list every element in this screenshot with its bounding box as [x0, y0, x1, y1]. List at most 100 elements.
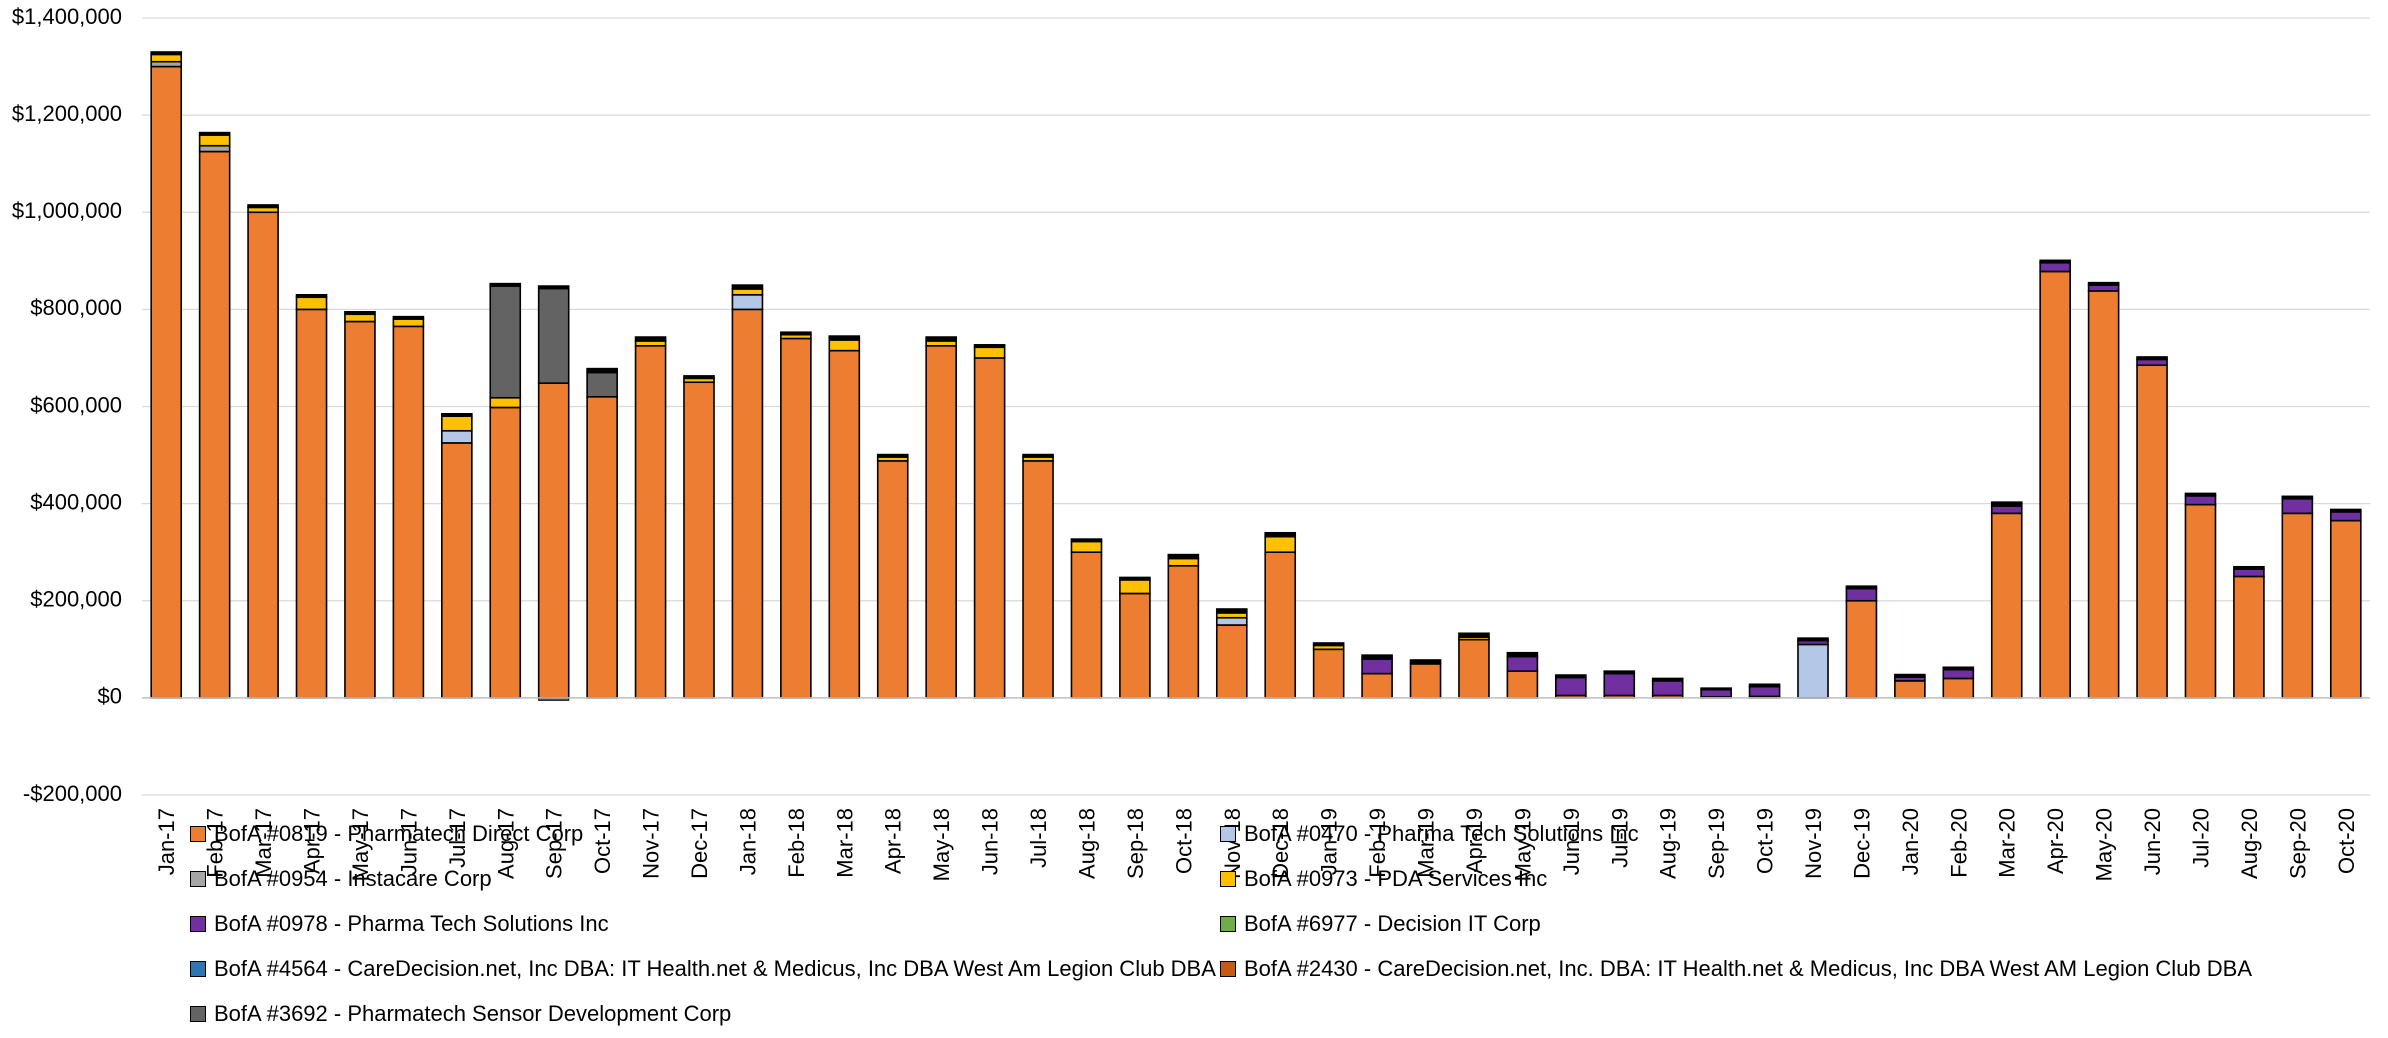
x-tick-label: Jan-19	[1317, 808, 1342, 875]
x-tick-label: Sep-18	[1123, 808, 1148, 879]
x-tick-label: Apr-18	[881, 808, 906, 874]
x-tick-label: Nov-17	[639, 808, 664, 879]
bar-segment	[683, 381, 715, 699]
bar-segment	[537, 382, 570, 699]
bar-segment	[1603, 672, 1636, 697]
bar-segment	[2039, 261, 2071, 273]
bar-segment	[586, 367, 618, 374]
x-tick-label: Sep-20	[2285, 808, 2310, 879]
legend-swatch	[190, 961, 206, 977]
x-tick-label: Mar-18	[832, 808, 857, 878]
bar-segment	[295, 296, 328, 311]
bar-segment	[1990, 501, 2023, 507]
bar-segment	[441, 415, 473, 432]
legend-item: BofA #0954 - Instacare Corp	[190, 865, 1220, 893]
x-tick-label: Aug-20	[2237, 808, 2262, 879]
bar-segment	[2039, 270, 2071, 699]
x-tick-label: Jun-17	[396, 808, 421, 875]
legend-label: BofA #6977 - Decision IT Corp	[1244, 911, 1541, 936]
bar-segment	[586, 395, 618, 699]
bar-segment	[1070, 540, 1103, 553]
bar-segment	[1700, 688, 1732, 698]
bar-segment	[198, 144, 231, 153]
bar-segment	[1894, 673, 1926, 678]
y-tick-label: $1,400,000	[12, 4, 122, 29]
bar-segment	[1167, 553, 1200, 560]
x-tick-label: Aug-17	[493, 808, 518, 879]
x-tick-label: Nov-19	[1801, 808, 1826, 879]
bar-segment	[537, 285, 570, 290]
x-tick-label: Jun-20	[2140, 808, 2165, 875]
bar-segment	[1942, 677, 1975, 699]
legend-label: BofA #2430 - CareDecision.net, Inc. DBA:…	[1244, 956, 2253, 981]
bar-segment	[2329, 508, 2362, 513]
bar-segment	[1845, 585, 1878, 590]
x-tick-label: Jul-18	[1026, 808, 1051, 868]
bar-segment	[2087, 281, 2120, 286]
bar-segment	[2329, 511, 2362, 522]
bar-segment	[1506, 670, 1539, 699]
bar-segment	[1022, 453, 1054, 458]
x-axis-tick-labels: Jan-17 Feb-17 Mar-17 Apr-17 May-17 Jun-17 Jul-…	[154, 808, 2359, 881]
bar-segment	[1458, 638, 1490, 699]
bar-segment	[1361, 672, 1393, 699]
bar-segment	[2329, 519, 2362, 699]
bar-segment	[1361, 654, 1393, 660]
legend-swatch	[190, 826, 206, 842]
bar-segment	[1409, 663, 1442, 699]
bar-segment	[731, 288, 764, 296]
legend-label: BofA #0819 - Pharmatech Direct Corp	[214, 821, 584, 846]
bar-segment	[344, 320, 376, 699]
x-tick-label: Oct-17	[590, 808, 615, 874]
bar-segment	[780, 331, 812, 336]
x-tick-label: Oct-19	[1753, 808, 1778, 874]
bar-segment	[2136, 358, 2168, 367]
legend-swatch	[190, 871, 206, 887]
bar-segment	[973, 346, 1006, 359]
bar-segment	[1167, 564, 1200, 699]
bar-segment	[973, 357, 1006, 699]
x-tick-label: Aug-18	[1074, 808, 1099, 879]
bar-segment	[2087, 290, 2120, 699]
x-tick-label: Jul-19	[1607, 808, 1632, 868]
bar-segment	[2233, 575, 2265, 699]
bar-segment	[198, 134, 231, 147]
bar-segment	[1845, 599, 1878, 699]
x-tick-label: Apr-20	[2043, 808, 2068, 874]
bar-segment	[1361, 658, 1393, 675]
bar-segment	[925, 344, 957, 699]
x-tick-label: Dec-17	[687, 808, 712, 879]
bar-segment	[973, 344, 1006, 349]
bar-segment	[247, 204, 279, 209]
bars	[150, 51, 2362, 701]
bar-segment	[1312, 642, 1345, 647]
x-tick-label: Feb-19	[1365, 808, 1390, 878]
legend-label: BofA #0954 - Instacare Corp	[214, 866, 492, 891]
legend-swatch	[1220, 826, 1236, 842]
bar-segment	[634, 336, 667, 342]
x-tick-label: Aug-19	[1656, 808, 1681, 879]
bar-segment	[876, 453, 909, 458]
bar-segment	[586, 371, 618, 398]
bar-segment	[1651, 677, 1684, 682]
bar-segment	[925, 336, 957, 342]
legend-item: BofA #6977 - Decision IT Corp	[1220, 910, 2320, 938]
bar-segment	[1215, 624, 1248, 699]
x-tick-label: Apr-19	[1462, 808, 1487, 874]
x-tick-label: Dec-18	[1268, 808, 1293, 879]
x-tick-label: Jun-19	[1559, 808, 1584, 875]
legend-label: BofA #0470 - Pharma Tech Solutions Inc	[1244, 821, 1639, 846]
legend-swatch	[190, 916, 206, 932]
bar-segment	[1264, 551, 1297, 699]
bar-segment	[1119, 579, 1151, 595]
bar-segment	[1942, 668, 1975, 680]
y-tick-label: $200,000	[30, 587, 122, 612]
bar-segment	[1700, 687, 1732, 691]
bar-segment	[1506, 651, 1539, 658]
bar-segment	[1264, 535, 1297, 553]
bar-segment	[1651, 680, 1684, 697]
legend-label: BofA #3692 - Pharmatech Sensor Developme…	[214, 1001, 732, 1026]
bar-segment	[2281, 512, 2314, 699]
bar-segment	[634, 344, 667, 699]
x-tick-label: May-18	[929, 808, 954, 881]
